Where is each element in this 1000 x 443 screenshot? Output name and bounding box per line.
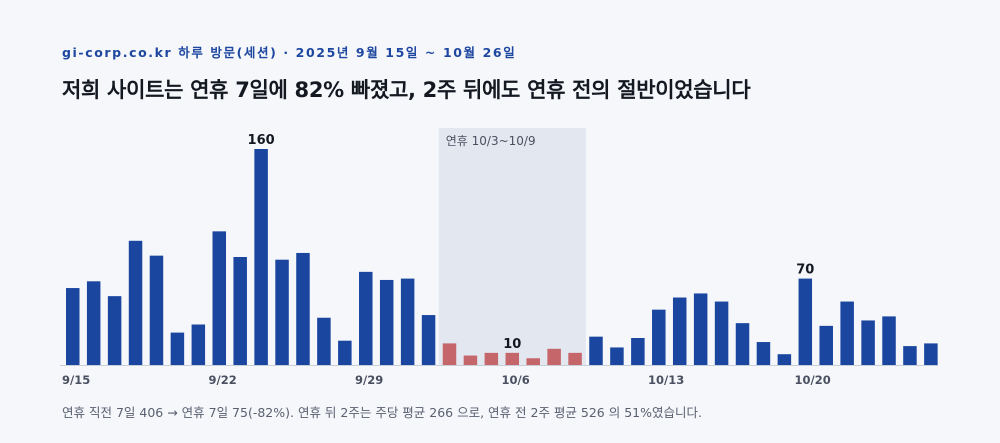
chart-title: 저희 사이트는 연휴 7일에 82% 빠졌고, 2주 뒤에도 연휴 전의 절반이… xyxy=(62,78,751,102)
bar-10-9 xyxy=(568,352,582,365)
bar-9-23 xyxy=(233,257,247,365)
x-tick-10-13: 10/13 xyxy=(648,373,684,387)
bar-10-23 xyxy=(861,320,875,365)
x-tick-9-15: 9/15 xyxy=(62,373,90,387)
bar-9-21 xyxy=(191,324,206,365)
bar-9-29 xyxy=(359,271,373,365)
bar-10-1 xyxy=(400,278,415,365)
bar-9-30 xyxy=(379,279,394,365)
chart-footnote: 연휴 직전 7일 406 → 연휴 7일 75(-82%). 연휴 뒤 2주는 … xyxy=(62,405,702,420)
bar-10-3 xyxy=(442,343,457,365)
bar-10-25 xyxy=(903,346,917,365)
bar-9-18 xyxy=(128,240,143,365)
annotation-10-20: 70 xyxy=(796,263,814,278)
bar-10-26 xyxy=(924,343,938,365)
x-tick-9-29: 9/29 xyxy=(355,373,383,387)
bars-group xyxy=(66,149,938,365)
bar-10-17 xyxy=(735,323,750,365)
bar-10-16 xyxy=(714,301,729,365)
bar-10-14 xyxy=(672,297,687,365)
bar-9-15 xyxy=(66,288,80,365)
bar-10-8 xyxy=(547,348,561,365)
bar-10-18 xyxy=(756,342,771,365)
bar-10-12 xyxy=(631,338,645,365)
bar-10-5 xyxy=(484,352,499,365)
annotations-group: 160 10 70 xyxy=(248,133,815,352)
bar-10-21 xyxy=(819,325,833,365)
bar-9-22 xyxy=(212,231,227,365)
holiday-band-label: 연휴 10/3~10/9 xyxy=(446,134,536,148)
holiday-band xyxy=(438,128,586,365)
bar-9-20 xyxy=(170,332,185,365)
bar-9-24 xyxy=(254,149,268,365)
x-tick-10-6: 10/6 xyxy=(502,373,530,387)
bar-10-6 xyxy=(505,352,520,365)
bar-10-22 xyxy=(840,301,854,365)
bar-10-10 xyxy=(589,336,603,365)
x-ticks-group: 9/15 9/22 9/29 10/6 10/13 10/20 xyxy=(62,373,831,387)
bar-9-16 xyxy=(86,281,101,365)
bar-10-24 xyxy=(882,316,896,365)
bar-10-19 xyxy=(777,354,792,365)
bar-9-27 xyxy=(317,317,331,365)
bar-10-7 xyxy=(526,358,540,365)
bar-9-17 xyxy=(107,296,122,365)
bar-9-28 xyxy=(338,340,352,365)
bar-9-26 xyxy=(296,252,310,365)
bar-9-25 xyxy=(275,259,289,365)
bar-10-15 xyxy=(693,293,708,365)
x-tick-10-20: 10/20 xyxy=(795,373,831,387)
bar-10-13 xyxy=(652,309,666,365)
annotation-9-24: 160 xyxy=(248,133,275,148)
x-tick-9-22: 9/22 xyxy=(209,373,237,387)
bar-10-20 xyxy=(798,278,813,365)
annotation-10-6: 10 xyxy=(503,337,521,352)
bar-9-19 xyxy=(149,255,164,365)
bar-10-4 xyxy=(463,355,478,365)
chart-eyebrow: gi-corp.co.kr 하루 방문(세션) · 2025년 9월 15일 ~… xyxy=(62,45,517,60)
bar-10-11 xyxy=(610,347,624,365)
bar-10-2 xyxy=(421,315,436,365)
